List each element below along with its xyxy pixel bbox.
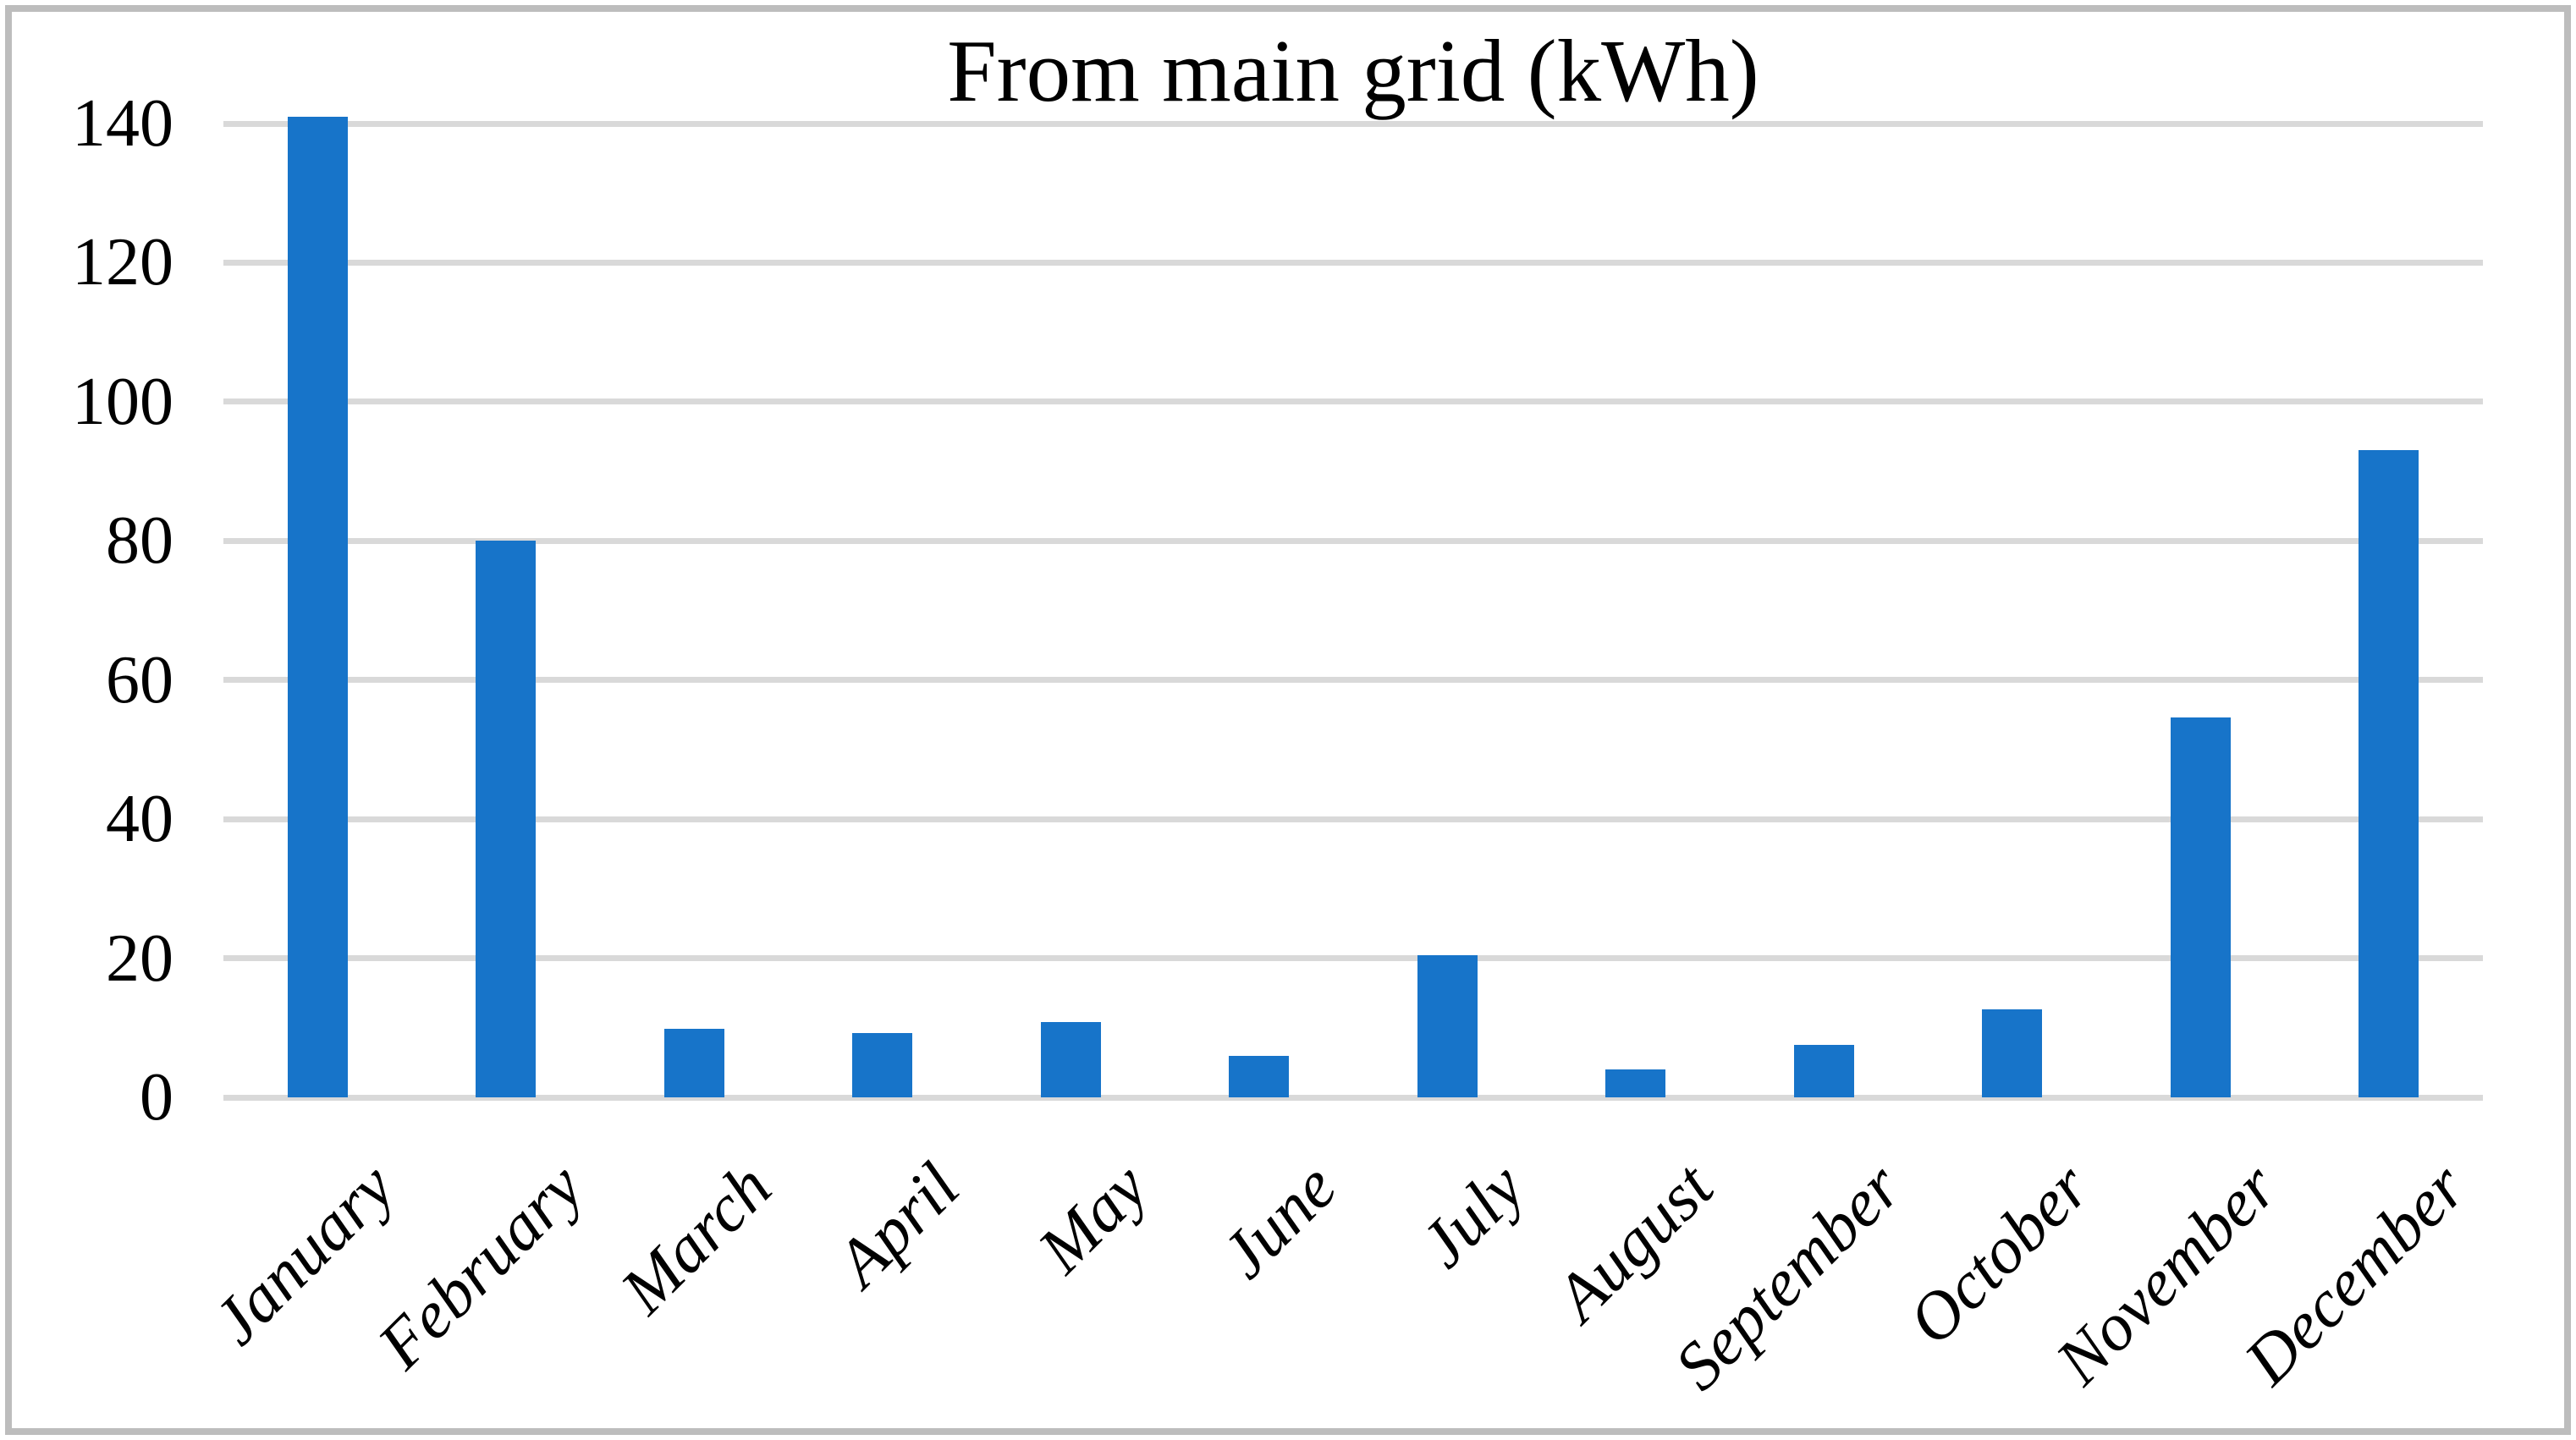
- gridline-40: [223, 816, 2483, 822]
- y-tick-label-80: 80: [106, 503, 173, 579]
- bar-february: [476, 541, 537, 1097]
- bar-october: [1982, 1009, 2043, 1097]
- bar-november: [2170, 717, 2231, 1097]
- y-tick-label-40: 40: [106, 782, 173, 857]
- bar-january: [287, 116, 348, 1097]
- bar-september: [1793, 1045, 1854, 1097]
- chart-title: From main grid (kWh): [947, 21, 1759, 120]
- gridline-80: [223, 537, 2483, 544]
- bar-july: [1417, 955, 1478, 1097]
- y-tick-label-100: 100: [72, 364, 173, 439]
- bar-april: [852, 1032, 913, 1097]
- bar-march: [663, 1029, 724, 1097]
- gridline-0: [223, 1094, 2483, 1101]
- gridline-140: [223, 120, 2483, 127]
- y-tick-label-20: 20: [106, 921, 173, 996]
- bar-may: [1040, 1022, 1101, 1097]
- bar-august: [1605, 1069, 1666, 1097]
- gridline-120: [223, 259, 2483, 266]
- chart-border-frame: [5, 5, 2571, 1435]
- bar-december: [2359, 450, 2419, 1097]
- gridline-20: [223, 955, 2483, 962]
- y-tick-label-120: 120: [72, 225, 173, 300]
- y-tick-label-140: 140: [72, 86, 173, 161]
- y-tick-label-60: 60: [106, 642, 173, 717]
- gridline-60: [223, 677, 2483, 684]
- bar-june: [1229, 1056, 1290, 1097]
- gridline-100: [223, 398, 2483, 405]
- y-tick-label-0: 0: [140, 1060, 173, 1135]
